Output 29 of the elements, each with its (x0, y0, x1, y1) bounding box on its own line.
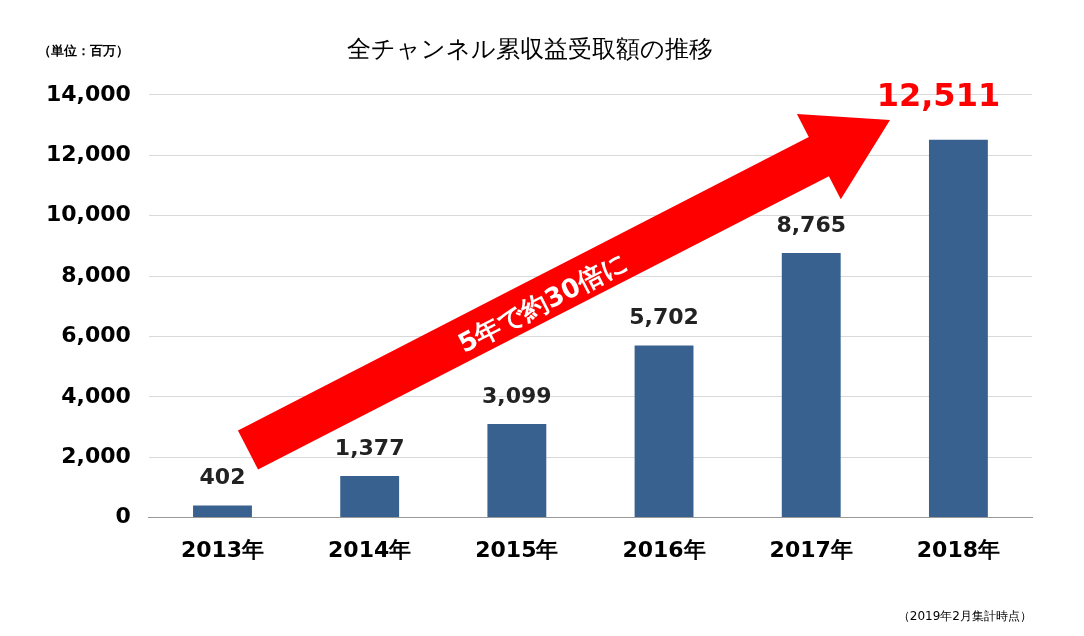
x-tick-label: 2013年 (180, 536, 265, 562)
y-axis-title: （単位：百万） (38, 43, 129, 59)
y-tick-label: 14,000 (45, 80, 131, 106)
data-label: 12,511 (876, 76, 1001, 115)
y-tick-label: 12,000 (45, 140, 131, 166)
x-tick-label: 2015年 (475, 536, 559, 562)
x-tick-label: 2014年 (328, 536, 412, 562)
bar (193, 505, 252, 518)
y-tick-label: 8,000 (61, 261, 131, 287)
y-tick-label: 10,000 (45, 201, 131, 227)
bar (634, 345, 694, 518)
bar (781, 252, 841, 518)
data-label: 3,099 (482, 382, 552, 408)
data-label: 1,377 (334, 434, 405, 460)
bar (340, 476, 400, 518)
data-label: 402 (199, 464, 246, 490)
bar (487, 424, 547, 518)
text: （2019年2月集計時点） (897, 608, 1032, 625)
y-tick-label: 4,000 (61, 382, 131, 408)
y-tick-label: 2,000 (61, 442, 131, 468)
x-tick-label: 2017年 (769, 536, 853, 562)
x-tick-label: 2016年 (622, 536, 706, 562)
chart-title: 全チャンネル累収益受取額の推移 (347, 34, 713, 63)
data-label: 5,702 (629, 304, 699, 330)
x-tick-label: 2018年 (916, 536, 1001, 562)
y-tick-label: 0 (115, 503, 131, 529)
bar (928, 139, 988, 518)
data-label: 8,765 (776, 211, 847, 237)
y-tick-label: 6,000 (61, 322, 131, 348)
